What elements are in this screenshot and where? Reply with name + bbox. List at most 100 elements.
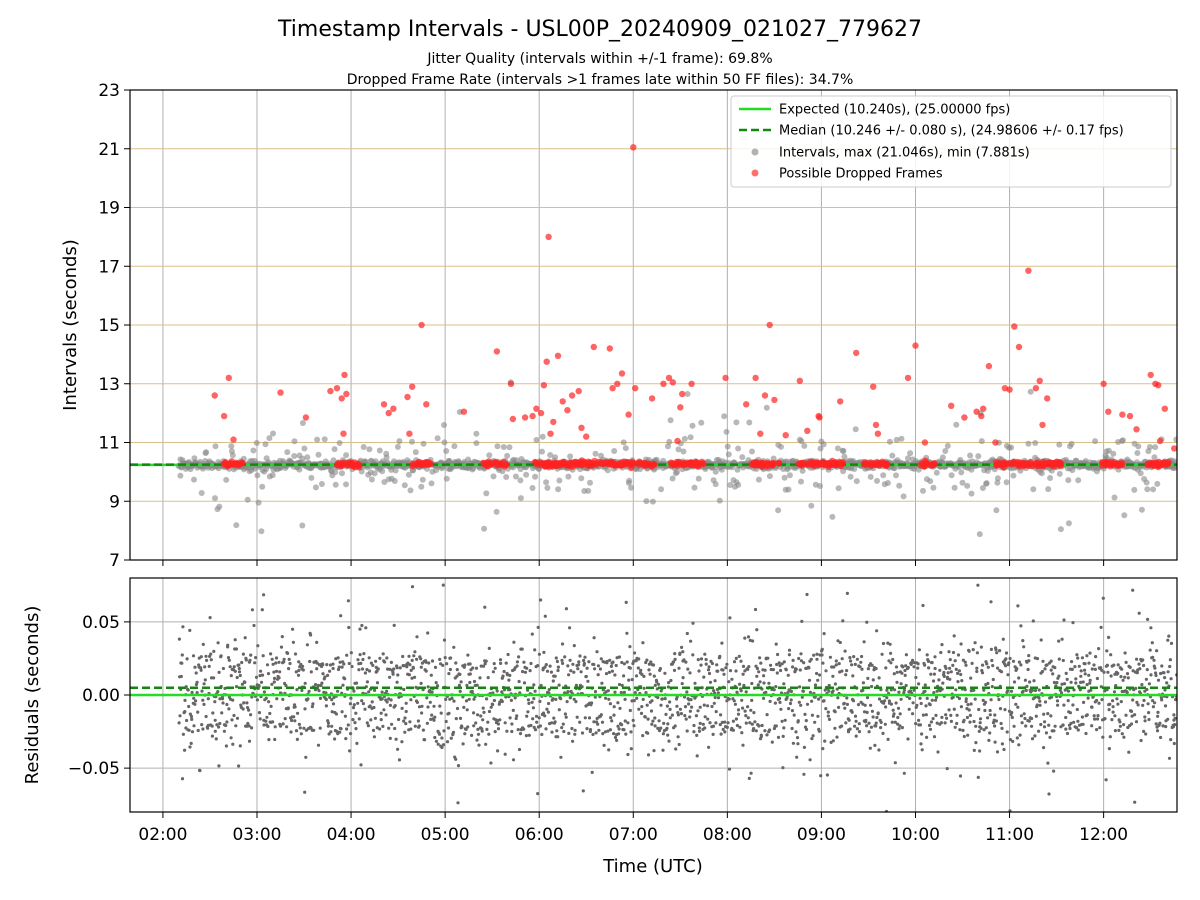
interval-point <box>724 443 731 450</box>
residual-point <box>356 658 360 662</box>
residual-point <box>1099 625 1103 630</box>
dropped-frame-point <box>814 460 821 467</box>
residual-point <box>503 752 507 756</box>
dropped-frame-point <box>540 382 548 389</box>
residual-point <box>601 688 605 692</box>
residual-point <box>902 691 906 695</box>
residual-point <box>974 724 978 728</box>
residual-point <box>265 663 270 667</box>
residual-point <box>904 664 908 668</box>
residual-point <box>845 696 849 700</box>
residual-point <box>371 728 376 733</box>
interval-point <box>727 482 734 488</box>
residual-point <box>468 662 472 666</box>
residual-point <box>924 704 928 708</box>
residual-point <box>601 732 605 736</box>
dropped-frame-point <box>582 461 590 468</box>
residual-point <box>425 696 429 700</box>
interval-point <box>332 481 339 488</box>
residual-point <box>1106 670 1110 674</box>
residual-point <box>403 730 407 734</box>
residual-point <box>1156 678 1161 682</box>
interval-point <box>212 443 219 450</box>
residual-point <box>549 670 554 674</box>
residual-point <box>683 714 687 718</box>
residual-point <box>884 666 888 670</box>
dropped-frame-point <box>918 460 926 467</box>
residual-point <box>673 652 677 656</box>
residual-point <box>590 701 594 705</box>
residual-point <box>545 707 549 711</box>
residual-point <box>953 725 957 729</box>
residual-point <box>444 719 448 724</box>
residual-point <box>874 724 878 728</box>
residual-point <box>831 689 835 693</box>
residual-point <box>744 721 748 725</box>
residual-point <box>354 681 359 685</box>
residual-point <box>978 717 983 721</box>
residual-point <box>1100 668 1104 672</box>
intervals-ytick-label: 19 <box>98 199 120 219</box>
residual-point <box>543 714 547 718</box>
residual-point <box>964 699 968 704</box>
residual-point <box>749 708 753 712</box>
residual-point <box>185 657 189 661</box>
residual-point <box>515 660 520 664</box>
residual-point <box>948 677 952 681</box>
residual-point <box>183 698 187 703</box>
residual-point <box>855 657 860 661</box>
residual-point <box>481 718 485 722</box>
residual-point <box>385 656 389 660</box>
interval-point <box>653 456 660 463</box>
residual-point <box>567 673 571 677</box>
residual-point <box>569 669 573 673</box>
residual-point <box>818 673 822 677</box>
residual-point <box>734 656 738 661</box>
residual-point <box>272 670 276 674</box>
residual-point <box>845 591 850 596</box>
residual-point <box>439 711 443 715</box>
residual-point <box>409 698 413 702</box>
residual-point <box>618 706 622 711</box>
residual-point <box>632 724 636 728</box>
residual-point <box>447 711 451 716</box>
dropped-frame-point <box>921 439 929 446</box>
residual-point <box>959 705 964 709</box>
residual-point <box>1135 657 1139 661</box>
residual-point <box>324 691 328 695</box>
residual-point <box>562 729 566 734</box>
residual-point <box>331 662 335 666</box>
residual-point <box>957 669 962 673</box>
residual-point <box>381 652 385 656</box>
interval-point <box>983 480 990 487</box>
residual-point <box>712 701 716 705</box>
residual-point <box>848 656 852 660</box>
residual-point <box>582 661 587 666</box>
residual-point <box>628 708 632 713</box>
residual-point <box>1011 739 1015 744</box>
residual-point <box>1113 729 1117 733</box>
dropped-frame-point <box>1151 462 1159 469</box>
residual-point <box>343 714 347 718</box>
residual-point <box>508 673 512 678</box>
residual-point <box>367 690 371 694</box>
residual-point <box>614 663 618 668</box>
residual-point <box>881 731 885 736</box>
residual-point <box>1108 702 1112 706</box>
residual-point <box>816 678 820 682</box>
residual-point <box>804 727 809 732</box>
residual-point <box>496 727 501 731</box>
residual-point <box>578 654 582 658</box>
residual-point <box>796 719 800 723</box>
interval-point <box>604 467 611 474</box>
residual-point <box>668 716 672 720</box>
residual-point <box>587 716 592 720</box>
residual-point <box>720 720 724 725</box>
residual-point <box>988 731 992 735</box>
residual-point <box>410 585 415 589</box>
residual-point <box>1090 705 1094 709</box>
residual-point <box>976 775 980 780</box>
residual-point <box>511 758 516 762</box>
residual-point <box>1142 663 1146 668</box>
dropped-frame-point <box>870 383 877 390</box>
